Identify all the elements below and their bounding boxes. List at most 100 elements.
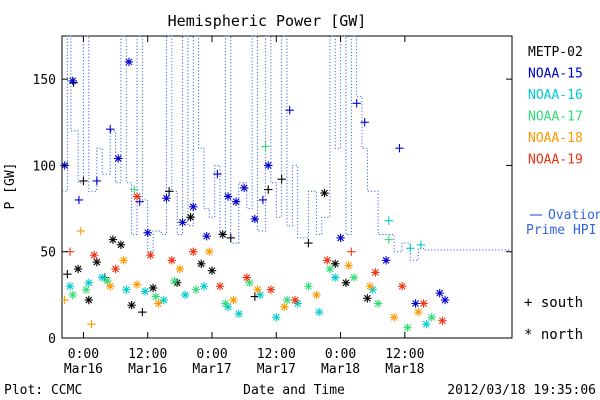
north-marker-noaa-15 <box>189 202 198 212</box>
north-marker-noaa-15 <box>68 76 77 86</box>
marker-stroke <box>436 289 444 297</box>
south-marker-metp-02 <box>138 307 147 317</box>
north-marker-noaa-16 <box>140 287 150 296</box>
south-marker-metp-02 <box>164 187 174 196</box>
marker-stroke <box>267 286 275 294</box>
north-marker-metp-02 <box>148 283 158 293</box>
legend-entry-noaa-17: NOAA-17 <box>528 110 583 125</box>
marker-stroke <box>216 282 224 290</box>
x-tick-label-time: 12:00 <box>128 347 167 362</box>
marker-stroke <box>109 236 117 244</box>
marker-stroke <box>412 300 419 307</box>
marker-stroke <box>219 231 227 238</box>
marker-stroke <box>120 256 128 264</box>
marker-stroke <box>69 291 77 299</box>
marker-stroke <box>315 308 323 316</box>
north-marker-noaa-16 <box>84 278 93 287</box>
marker-stroke <box>280 303 288 311</box>
north-marker-noaa-15 <box>202 231 211 241</box>
south-marker-noaa-15 <box>395 143 404 153</box>
north-marker-noaa-15 <box>114 154 123 163</box>
north-marker-noaa-15 <box>440 295 450 305</box>
y-tick-label: 0 <box>48 332 56 347</box>
marker-stroke <box>82 286 90 294</box>
marker-stroke <box>291 296 299 304</box>
north-marker-noaa-15 <box>239 183 249 193</box>
x-tick-label-time: 0:00 <box>196 347 227 362</box>
marker-stroke <box>90 251 98 259</box>
north-marker-noaa-19 <box>132 192 142 201</box>
south-marker-noaa-17 <box>384 235 393 244</box>
north-marker-noaa-16 <box>181 290 190 300</box>
north-marker-noaa-19 <box>419 299 428 308</box>
north-marker-noaa-17 <box>81 285 91 294</box>
north-marker-metp-02 <box>320 188 329 198</box>
south-marker-metp-02 <box>250 292 260 301</box>
north-marker-metp-02 <box>92 257 102 267</box>
south-marker-noaa-16 <box>384 216 393 225</box>
south-marker-noaa-15 <box>285 106 294 115</box>
marker-stroke <box>294 300 302 307</box>
marker-stroke <box>133 281 141 288</box>
scatter-layer <box>60 57 450 332</box>
y-axis: 0 50 100 150 <box>33 73 512 347</box>
south-marker-noaa-16 <box>406 244 415 253</box>
marker-stroke <box>125 58 133 66</box>
marker-stroke <box>422 320 430 328</box>
marker-stroke <box>371 269 379 276</box>
marker-stroke <box>337 234 344 242</box>
north-marker-metp-02 <box>116 240 126 250</box>
north-marker-noaa-18 <box>280 302 289 312</box>
south-marker-noaa-15 <box>258 195 268 205</box>
y-tick-label: 100 <box>33 159 56 174</box>
marker-stroke <box>240 184 248 192</box>
marker-stroke <box>369 286 377 294</box>
x-tick-label-time: 0:00 <box>68 347 99 362</box>
marker-stroke <box>69 77 77 85</box>
marker-stroke <box>128 301 136 309</box>
north-marker-noaa-15 <box>411 299 420 308</box>
x-tick-label-date: Mar18 <box>321 362 360 377</box>
north-marker-metp-02 <box>73 264 83 274</box>
south-marker-metp-02 <box>63 269 72 279</box>
north-marker-noaa-18 <box>312 290 321 300</box>
x-tick-label-date: Mar18 <box>385 362 424 377</box>
marker-stroke <box>197 260 205 268</box>
south-marker-noaa-15 <box>92 176 102 186</box>
north-marker-noaa-18 <box>389 313 399 322</box>
marker-stroke <box>221 300 229 307</box>
north-marker-noaa-17 <box>373 299 383 308</box>
north-marker-noaa-17 <box>68 290 77 300</box>
marker-stroke <box>264 162 272 169</box>
marker-stroke <box>243 274 251 282</box>
north-marker-noaa-15 <box>124 57 134 67</box>
x-tick-label-time: 0:00 <box>325 347 356 362</box>
north-marker-noaa-19 <box>322 256 332 265</box>
marker-stroke <box>272 313 280 321</box>
legend-entry-noaa-18: NOAA-18 <box>528 131 583 146</box>
marker-stroke <box>122 286 130 294</box>
chart-title: Hemispheric Power [GW] <box>168 12 367 30</box>
south-marker-noaa-18 <box>60 295 69 305</box>
marker-stroke <box>93 258 101 266</box>
north-marker-noaa-16 <box>234 309 243 319</box>
marker-stroke <box>331 274 339 282</box>
marker-legend-north: * north <box>524 327 583 343</box>
north-marker-noaa-19 <box>242 273 252 282</box>
marker-stroke <box>133 193 141 200</box>
marker-stroke <box>441 296 449 304</box>
north-marker-noaa-17 <box>170 276 179 286</box>
marker-stroke <box>173 279 181 287</box>
north-marker-noaa-18 <box>175 264 185 274</box>
north-marker-noaa-19 <box>146 250 155 260</box>
north-marker-metp-02 <box>331 259 340 268</box>
north-marker-noaa-17 <box>282 295 292 305</box>
north-marker-noaa-19 <box>266 285 276 294</box>
north-marker-noaa-18 <box>253 285 262 294</box>
x-tick-label-date: Mar17 <box>192 362 231 377</box>
north-marker-noaa-16 <box>422 319 431 329</box>
marker-stroke <box>283 296 291 304</box>
north-marker-noaa-15 <box>381 256 391 265</box>
marker-stroke <box>230 296 237 304</box>
